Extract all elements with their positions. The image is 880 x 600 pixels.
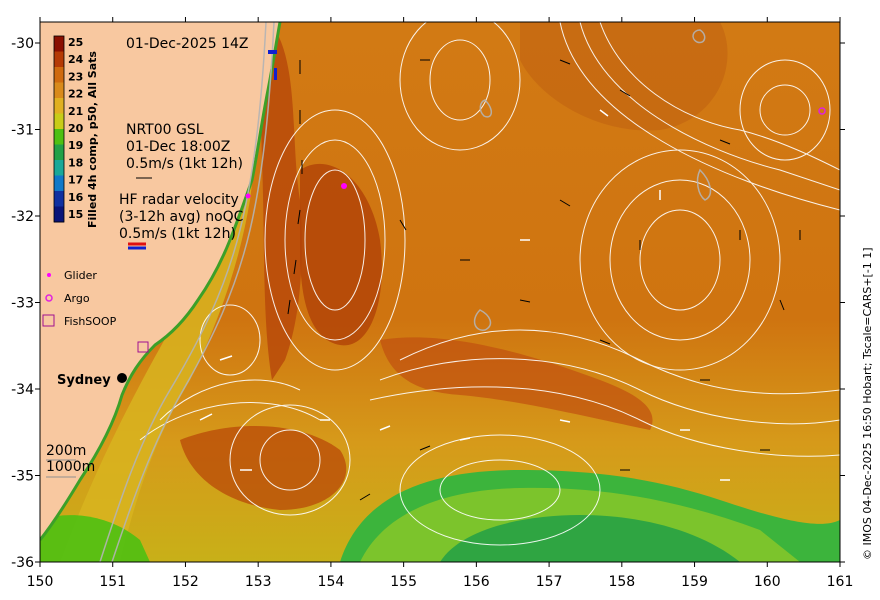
x-tick-label: 161 bbox=[827, 574, 854, 590]
map-layers bbox=[40, 22, 840, 562]
y-tick-label: -31 bbox=[11, 123, 34, 139]
y-tick-label: -30 bbox=[11, 36, 34, 52]
hf-legend-line1: HF radar velocity bbox=[119, 192, 239, 208]
timestamp: 01-Dec-2025 14Z bbox=[126, 36, 249, 52]
glider-marker[interactable] bbox=[341, 183, 347, 189]
depth-contours bbox=[99, 22, 712, 562]
colorbar-tick-label: 24 bbox=[68, 53, 84, 66]
colorbar-tick-label: 20 bbox=[68, 122, 84, 135]
colorbar-segment bbox=[54, 113, 64, 130]
y-axis: -30 -31 -32 -33 -34 -35 -36 bbox=[11, 36, 845, 571]
credit-text: © IMOS 04-Dec-2025 16:50 Hobart; Tscale=… bbox=[861, 247, 874, 560]
x-tick-label: 156 bbox=[463, 574, 490, 590]
plot-frame bbox=[39, 21, 841, 563]
shelf-water-region bbox=[60, 22, 262, 562]
hf-legend-line2: (3-12h avg) noQC bbox=[119, 209, 244, 225]
x-axis: 150 151 152 153 154 155 156 157 158 159 160 161 bbox=[27, 17, 854, 590]
x-tick-label: 159 bbox=[681, 574, 708, 590]
x-tick-label: 155 bbox=[390, 574, 417, 590]
colorbar-tick-label: 16 bbox=[68, 191, 84, 204]
colorbar-tick-label: 21 bbox=[68, 105, 83, 118]
cold-water-core bbox=[440, 515, 740, 562]
streamlines bbox=[139, 22, 840, 546]
colorbar-segment bbox=[54, 206, 64, 223]
hf-radar-arrows bbox=[199, 109, 730, 481]
colorbar-ticks: 25 24 23 22 21 20 19 18 17 16 15 bbox=[68, 36, 84, 221]
sydney-label: Sydney bbox=[57, 373, 111, 388]
colorbar-segment bbox=[54, 129, 64, 145]
colorbar-segment bbox=[54, 82, 64, 99]
land-mass bbox=[40, 22, 280, 540]
colorbar-segment bbox=[54, 144, 64, 161]
colorbar-title: Filled 4h comp, p50, All Sats bbox=[86, 51, 99, 228]
x-tick-label: 160 bbox=[754, 574, 781, 590]
colorbar-tick-label: 19 bbox=[68, 139, 83, 152]
glider-legend-label: Glider bbox=[64, 269, 97, 282]
glider-legend-icon bbox=[47, 273, 51, 277]
warm-band-region bbox=[380, 337, 653, 430]
coastal-green-water bbox=[40, 515, 150, 562]
x-tick-label: 151 bbox=[99, 574, 126, 590]
fishsoop-legend-icon bbox=[42, 314, 55, 327]
fishsoop-marker-map[interactable] bbox=[137, 341, 149, 353]
colorbar-segment bbox=[54, 160, 64, 176]
warm-eddy-core bbox=[300, 163, 382, 346]
warm-north-region bbox=[520, 22, 728, 131]
argo-legend-icon bbox=[45, 294, 53, 302]
colorbar-segment bbox=[54, 67, 64, 83]
sydney-marker bbox=[117, 373, 127, 383]
y-tick-label: -35 bbox=[11, 469, 34, 485]
y-tick-label: -36 bbox=[11, 555, 34, 571]
x-tick-label: 158 bbox=[608, 574, 635, 590]
velocity-arrows bbox=[287, 59, 801, 501]
warm-south-region bbox=[180, 426, 347, 510]
colorbar bbox=[53, 35, 65, 223]
y-tick-label: -34 bbox=[11, 382, 34, 398]
y-tick-label: -33 bbox=[11, 296, 34, 312]
colorbar-segment bbox=[54, 51, 64, 68]
colorbar-segment bbox=[54, 36, 64, 52]
y-tick-label: -32 bbox=[11, 209, 34, 225]
depth-label-1000m: 1000m bbox=[46, 459, 95, 475]
x-tick-label: 152 bbox=[172, 574, 199, 590]
colorbar-segment bbox=[54, 98, 64, 114]
colorbar-tick-label: 18 bbox=[68, 156, 83, 169]
colorbar-frame bbox=[53, 35, 65, 223]
argo-legend-label: Argo bbox=[64, 292, 90, 305]
coastline bbox=[40, 22, 282, 541]
hf-radar-sites bbox=[268, 50, 277, 80]
argo-float-marker[interactable] bbox=[818, 107, 826, 115]
colorbar-tick-label: 25 bbox=[68, 36, 83, 49]
x-tick-label: 157 bbox=[536, 574, 563, 590]
colorbar-tick-label: 22 bbox=[68, 88, 83, 101]
colorbar-tick-label: 23 bbox=[68, 70, 83, 83]
fishsoop-legend-label: FishSOOP bbox=[64, 315, 117, 328]
x-tick-label: 153 bbox=[245, 574, 272, 590]
nrt-legend-line1: NRT00 GSL bbox=[126, 122, 204, 138]
colorbar-segment bbox=[54, 175, 64, 192]
colorbar-segment bbox=[54, 191, 64, 207]
colorbar-tick-label: 15 bbox=[68, 208, 83, 221]
depth-label-200m: 200m bbox=[46, 443, 86, 459]
nrt-legend-line2: 01-Dec 18:00Z bbox=[126, 139, 230, 155]
colorbar-tick-label: 17 bbox=[68, 174, 83, 187]
nrt-legend-line3: 0.5m/s (1kt 12h) bbox=[126, 156, 243, 172]
x-tick-label: 150 bbox=[27, 574, 54, 590]
x-tick-label: 154 bbox=[318, 574, 345, 590]
glider-marker-coastal[interactable] bbox=[245, 193, 251, 199]
hf-legend-line3: 0.5m/s (1kt 12h) bbox=[119, 226, 236, 242]
